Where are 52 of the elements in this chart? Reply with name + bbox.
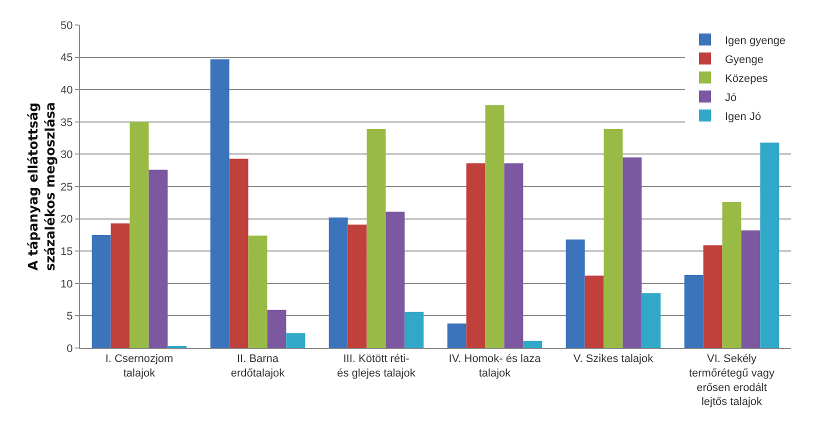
bar [210, 59, 230, 348]
x-tick-label: III. Kötött réti- és glejes talajok [337, 353, 416, 380]
bar [248, 236, 268, 348]
x-tick-label: VI. Sekély termőrétegű vagy erősen erodált lejtős talajok [688, 353, 776, 408]
bar [485, 105, 504, 348]
bar [447, 323, 466, 348]
bar [584, 276, 604, 348]
bar [722, 202, 742, 348]
bar [523, 340, 542, 348]
bar [404, 312, 424, 348]
bar [684, 275, 704, 348]
bar [286, 333, 306, 348]
y-tick-label: 15 [60, 246, 73, 258]
legend-label: Jó [725, 92, 737, 104]
y-tick-label: 50 [60, 20, 73, 32]
y-tick-label: 0 [66, 342, 73, 355]
x-tick-label: V. Szikes talajok [573, 353, 654, 366]
y-tick-label: 35 [60, 116, 73, 129]
bar [466, 163, 486, 348]
y-tick-label: 45 [60, 52, 73, 64]
legend-label: Közepes [725, 72, 768, 85]
bar [267, 310, 286, 348]
bar [642, 293, 661, 348]
x-tick-label: II. Barna erdőtalajok [230, 353, 286, 380]
x-tick-label: I. Csernozjom talajok [105, 353, 174, 380]
bar [110, 223, 130, 348]
bar [148, 170, 168, 348]
bar [760, 142, 780, 348]
bar [703, 245, 722, 348]
bar [328, 218, 348, 348]
bar [366, 129, 386, 348]
y-tick-label: 5 [66, 310, 73, 323]
bar [229, 158, 248, 348]
legend-label: Igen Jó [725, 110, 762, 123]
y-axis-title: A tápanyag ellátottság százalékos megoszlása [26, 102, 59, 271]
y-tick-label: 20 [60, 214, 73, 226]
y-tick-label: 10 [60, 278, 73, 290]
bar [622, 157, 642, 348]
bar [604, 129, 623, 348]
y-tick-label: 30 [60, 149, 73, 162]
x-tick-label: IV. Homok- és laza talajok [448, 353, 542, 380]
y-tick-label: 40 [60, 84, 73, 96]
legend-label: Gyenge [725, 54, 764, 66]
bar [348, 224, 367, 348]
y-tick-label: 25 [60, 181, 73, 194]
bar [741, 230, 760, 348]
bar [566, 239, 585, 348]
bar [386, 212, 405, 348]
bar [92, 234, 111, 348]
bar [130, 122, 149, 348]
bar [504, 163, 524, 348]
legend-label: Igen gyenge [725, 34, 786, 47]
